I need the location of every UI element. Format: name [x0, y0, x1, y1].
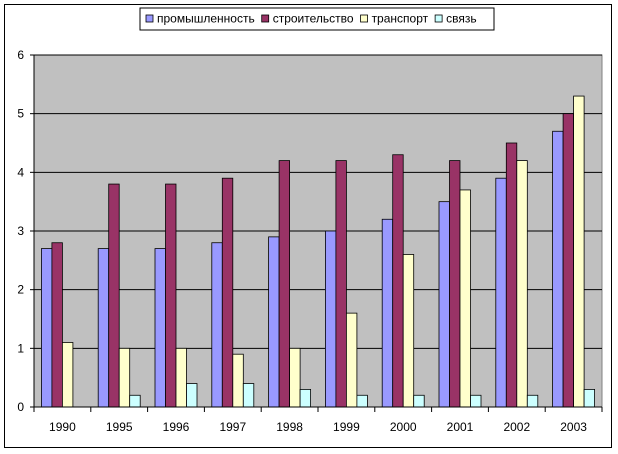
y-tick-label: 4 [17, 165, 24, 179]
legend-swatch [145, 14, 154, 23]
bar [438, 201, 450, 408]
x-tick-label: 2001 [447, 420, 474, 434]
bar [505, 142, 518, 408]
x-tick-label: 2000 [390, 420, 417, 434]
bar [154, 248, 166, 408]
bar [402, 254, 415, 408]
y-tick-label: 0 [17, 400, 24, 414]
bar [573, 95, 585, 408]
x-tick-label: 1999 [333, 420, 360, 434]
x-tick-label: 1998 [276, 420, 303, 434]
bar [41, 248, 53, 408]
y-axis: 0 1 2 3 4 5 6 [17, 48, 35, 414]
bar [495, 177, 507, 408]
bar [324, 230, 337, 408]
bar [62, 342, 74, 408]
bar [459, 189, 471, 408]
bar [299, 388, 312, 408]
bar [356, 394, 368, 408]
x-tick-label: 2003 [560, 420, 587, 434]
bar [242, 383, 255, 408]
bar [335, 160, 347, 408]
bar [118, 347, 131, 408]
bar [268, 236, 280, 408]
x-axis: 1990 1995 1996 1997 1998 1999 2000 2001 2002 2003 [33, 406, 603, 434]
bar [278, 160, 291, 408]
bar [516, 160, 528, 408]
y-tick-label: 6 [17, 48, 24, 62]
x-tick-label: 2002 [503, 420, 530, 434]
bar [345, 312, 358, 408]
y-tick-label: 5 [17, 107, 24, 121]
x-tick-label: 1995 [106, 420, 133, 434]
bar [381, 218, 394, 408]
bar [392, 154, 404, 408]
bar [552, 130, 564, 408]
y-tick-label: 2 [17, 283, 24, 297]
bar [449, 160, 461, 408]
bar [108, 183, 120, 408]
x-tick-label: 1990 [49, 420, 76, 434]
bar [97, 248, 110, 408]
x-tick-label: 1996 [163, 420, 190, 434]
legend-swatch [360, 14, 368, 23]
bar [562, 113, 574, 408]
legend-swatch [434, 14, 443, 23]
legend-label: связь [446, 12, 477, 26]
bar [129, 394, 141, 408]
y-tick-label: 3 [17, 224, 24, 238]
bar [51, 242, 63, 408]
bar [186, 383, 198, 408]
legend-label: транспорт [372, 12, 429, 26]
bar [165, 183, 177, 408]
bar [221, 177, 234, 408]
bar [175, 347, 187, 408]
bar [583, 388, 595, 408]
bar [526, 394, 539, 408]
bar [232, 353, 244, 408]
legend: промышленность строительство транспорт связ… [139, 7, 495, 31]
bar [211, 242, 223, 408]
bar [413, 394, 425, 408]
y-tick-label: 1 [17, 341, 24, 355]
x-tick-label: 1997 [219, 420, 246, 434]
legend-label: промышленность [157, 12, 255, 26]
legend-swatch [261, 14, 270, 23]
bars [41, 95, 595, 408]
bar [470, 394, 482, 408]
bar [289, 347, 301, 408]
legend-label: строительство [273, 12, 354, 26]
